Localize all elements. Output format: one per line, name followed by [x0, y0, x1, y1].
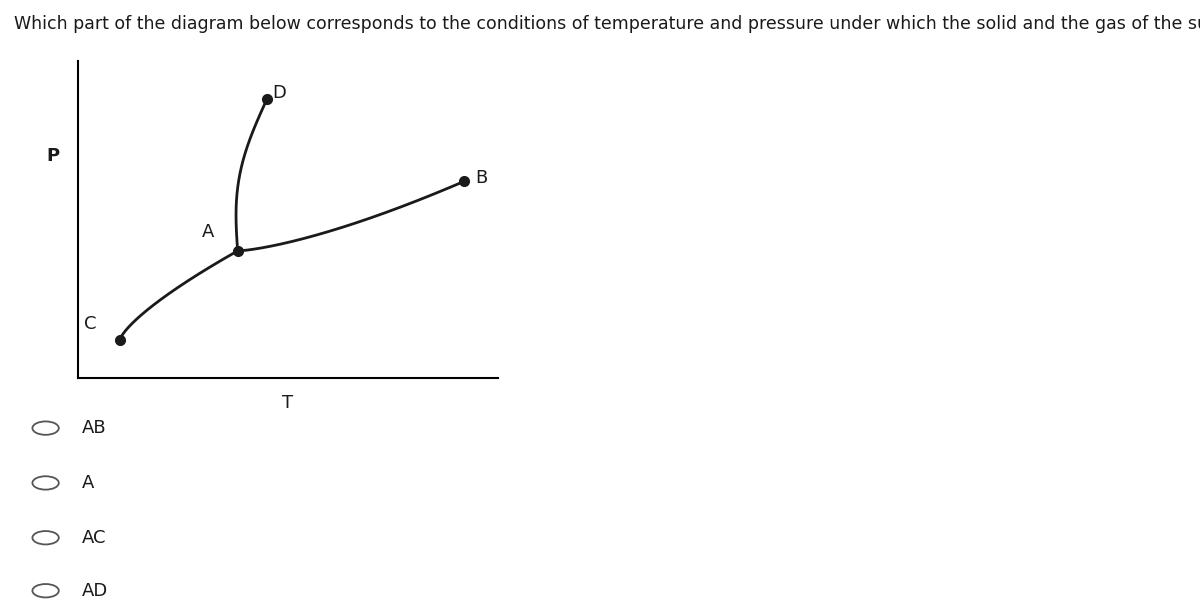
Text: A: A — [82, 474, 94, 492]
Text: T: T — [282, 394, 294, 412]
Text: D: D — [272, 83, 287, 102]
Text: Which part of the diagram below corresponds to the conditions of temperature and: Which part of the diagram below correspo… — [14, 15, 1200, 33]
Text: B: B — [475, 169, 487, 187]
Text: AD: AD — [82, 582, 108, 600]
Text: P: P — [47, 147, 59, 165]
Text: AB: AB — [82, 419, 107, 437]
Text: AC: AC — [82, 529, 106, 547]
Text: C: C — [84, 315, 97, 333]
Text: A: A — [202, 223, 215, 241]
